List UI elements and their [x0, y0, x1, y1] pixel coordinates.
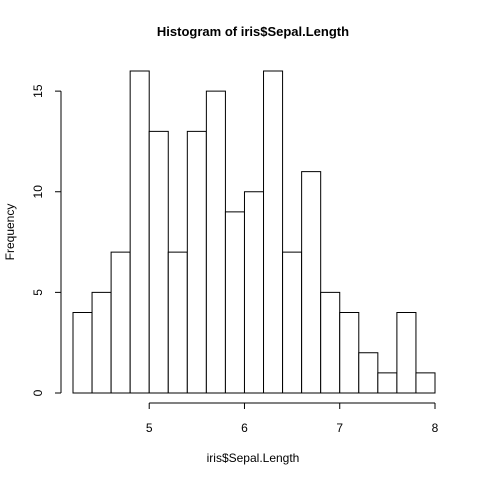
- histogram-bar: [263, 70, 284, 394]
- x-axis: 5 6 7 8: [146, 402, 439, 435]
- histogram-bar: [167, 251, 188, 394]
- histogram-bar: [224, 211, 245, 394]
- histogram-bar: [205, 90, 226, 394]
- histogram-bar: [415, 372, 436, 394]
- histogram-bar: [358, 352, 379, 394]
- histogram-bar: [186, 130, 207, 394]
- histogram-bar: [282, 251, 303, 394]
- histogram-bar: [377, 372, 398, 394]
- x-axis-label: iris$Sepal.Length: [207, 451, 300, 465]
- y-tick-label: 15: [31, 84, 45, 98]
- x-tick-label: 6: [241, 421, 248, 435]
- histogram-bar: [320, 291, 341, 394]
- y-tick-label: 10: [31, 185, 45, 199]
- x-tick-label: 8: [432, 421, 439, 435]
- histogram-bar: [148, 130, 169, 394]
- y-tick-label: 0: [31, 389, 45, 396]
- y-tick-label: 5: [31, 289, 45, 296]
- histogram-bar: [301, 171, 322, 394]
- y-axis: 0 5 10 15: [31, 84, 62, 396]
- bars-group: [72, 70, 436, 394]
- histogram-bar: [243, 191, 265, 394]
- histogram-bar: [339, 312, 360, 394]
- chart-title: Histogram of iris$Sepal.Length: [157, 24, 349, 39]
- histogram-bar: [72, 312, 93, 394]
- y-axis-label: Frequency: [3, 204, 17, 261]
- histogram-bar: [396, 312, 417, 394]
- x-tick-label: 7: [336, 421, 343, 435]
- histogram-bar: [91, 291, 112, 394]
- histogram-bar: [110, 251, 131, 394]
- histogram-bar: [129, 70, 150, 394]
- x-tick-label: 5: [146, 421, 153, 435]
